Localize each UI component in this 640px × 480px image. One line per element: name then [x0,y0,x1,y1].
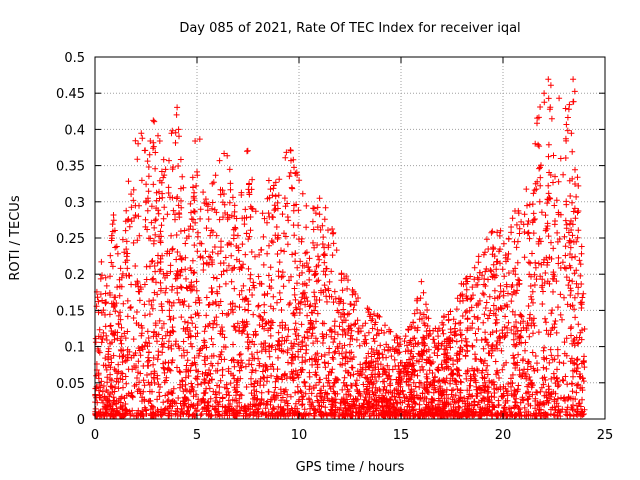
y-axis-label: ROTI / TECUs [8,195,23,280]
data-points [92,76,588,420]
y-tick-label: 0.15 [56,304,85,319]
y-tick-label: 0.2 [64,268,85,283]
y-tick-label: 0.1 [64,341,85,356]
chart-title: Day 085 of 2021, Rate Of TEC Index for r… [179,21,520,36]
y-axis-ticks: 0 0.05 0.1 0.15 0.2 0.25 0.3 0.35 0.4 0.45 0.5 [56,51,605,428]
x-tick-label: 0 [91,428,99,443]
x-tick-label: 15 [393,428,410,443]
roti-markers [92,76,588,420]
x-tick-label: 5 [193,428,201,443]
x-tick-label: 20 [495,428,512,443]
y-tick-label: 0.3 [64,196,85,211]
x-tick-label: 10 [291,428,308,443]
x-axis-ticks: 0 5 10 15 20 25 [91,57,613,443]
y-tick-label: 0.45 [56,87,85,102]
y-tick-label: 0.05 [56,377,85,392]
y-tick-label: 0.25 [56,232,85,247]
y-tick-label: 0.35 [56,160,85,175]
x-tick-label: 25 [597,428,614,443]
y-tick-label: 0.5 [64,51,85,66]
y-tick-label: 0.4 [64,123,85,138]
x-axis-label: GPS time / hours [296,460,405,475]
y-tick-label: 0 [77,413,85,428]
